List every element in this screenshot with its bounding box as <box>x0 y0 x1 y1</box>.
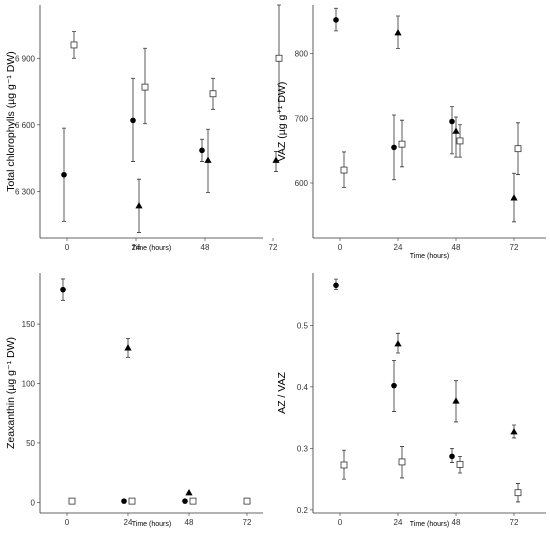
y-tick-label: 800 <box>295 50 309 59</box>
point-circle <box>333 17 339 23</box>
y-axis-title: VAZ (µg g⁻¹ DW) <box>276 82 288 162</box>
point-square <box>340 461 348 469</box>
point-triangle <box>510 194 518 201</box>
x-tick-label: 0 <box>338 243 343 252</box>
x-tick-label: 72 <box>510 518 519 527</box>
y-tick-label: 6 900 <box>15 54 36 63</box>
y-tick-label: 600 <box>295 179 309 188</box>
point-triangle <box>452 127 460 134</box>
point-square <box>209 90 217 98</box>
y-tick-label: 0.2 <box>297 506 309 515</box>
point-triangle <box>272 156 280 163</box>
x-tick-label: 24 <box>394 518 403 527</box>
point-square <box>456 460 464 468</box>
x-tick-label: 72 <box>510 243 519 252</box>
y-tick-label: 50 <box>26 439 35 448</box>
y-tick-label: 6 600 <box>15 121 36 130</box>
point-circle <box>199 147 205 154</box>
point-circle <box>182 498 188 504</box>
point-square <box>398 140 406 148</box>
point-square <box>456 137 464 145</box>
point-circle <box>60 286 66 293</box>
x-tick-label: 0 <box>65 243 70 252</box>
error-bar <box>450 106 454 155</box>
point-triangle <box>452 397 460 404</box>
point-circle <box>121 498 127 504</box>
y-axis-title: Zeaxanthin (µg g⁻¹ DW) <box>5 337 17 449</box>
point-circle <box>449 118 455 125</box>
point-square <box>189 497 197 505</box>
x-tick-label: 24 <box>394 243 403 252</box>
point-triangle <box>185 489 193 496</box>
x-axis-title: Time (hours) <box>132 245 171 252</box>
point-circle <box>333 282 339 289</box>
point-square <box>514 489 522 497</box>
y-tick-label: 0 <box>31 498 36 507</box>
point-square <box>70 41 78 49</box>
y-tick-label: 700 <box>295 114 309 123</box>
point-triangle <box>204 156 212 163</box>
point-circle <box>130 117 136 124</box>
panel-2: 600 700 800 0 24 48 72 Time (hours) VAZ (µg g⁻¹ … <box>276 5 546 260</box>
point-triangle <box>394 339 402 347</box>
error-bar <box>454 116 458 158</box>
point-triangle <box>510 427 518 435</box>
y-tick-label: 6 300 <box>15 187 36 196</box>
y-tick-label: 0.4 <box>297 383 309 392</box>
x-axis-title: Time (hours) <box>410 521 449 528</box>
point-triangle <box>124 344 132 351</box>
x-tick-label: 72 <box>269 243 278 252</box>
y-axis-title: Total chlorophylls (µg g⁻¹ DW) <box>5 51 17 192</box>
x-tick-label: 0 <box>338 518 343 527</box>
y-tick-label: 100 <box>22 379 36 388</box>
panel-4: 0.2 0.3 0.4 0.5 0 24 48 72 Time (hours) AZ / VAZ <box>276 273 546 528</box>
x-tick-label: 0 <box>65 518 70 527</box>
point-square <box>275 54 283 62</box>
panel-1: 6 300 6 600 6 900 0 24 48 72 Time (hours) Total … <box>5 4 283 252</box>
x-axis-title: Time (hours) <box>132 521 171 528</box>
y-tick-label: 0.5 <box>297 321 309 330</box>
point-circle <box>391 144 397 151</box>
point-square <box>141 83 149 91</box>
x-axis-title: Time (hours) <box>410 253 449 260</box>
panel-3: 0 50 100 150 0 24 48 72 Time (hours) Zeaxanthin (… <box>5 273 263 528</box>
x-tick-label: 48 <box>452 518 461 527</box>
y-tick-label: 150 <box>22 320 36 329</box>
point-square <box>68 497 76 505</box>
y-tick-label: 0.3 <box>297 444 309 453</box>
x-tick-label: 72 <box>243 518 252 527</box>
x-tick-label: 48 <box>185 518 194 527</box>
x-tick-label: 48 <box>452 243 461 252</box>
point-circle <box>391 382 397 389</box>
point-square <box>243 497 251 505</box>
x-tick-label: 48 <box>201 243 210 252</box>
point-circle <box>449 453 455 460</box>
x-tick-label: 24 <box>124 518 133 527</box>
point-square <box>128 497 136 505</box>
point-square <box>398 458 406 466</box>
point-triangle <box>394 29 402 36</box>
point-square <box>514 145 522 153</box>
y-axis-title: AZ / VAZ <box>276 372 288 414</box>
point-square <box>340 166 348 174</box>
x-tick-label: 24 <box>132 243 141 252</box>
point-triangle <box>135 202 143 209</box>
point-circle <box>61 171 67 178</box>
